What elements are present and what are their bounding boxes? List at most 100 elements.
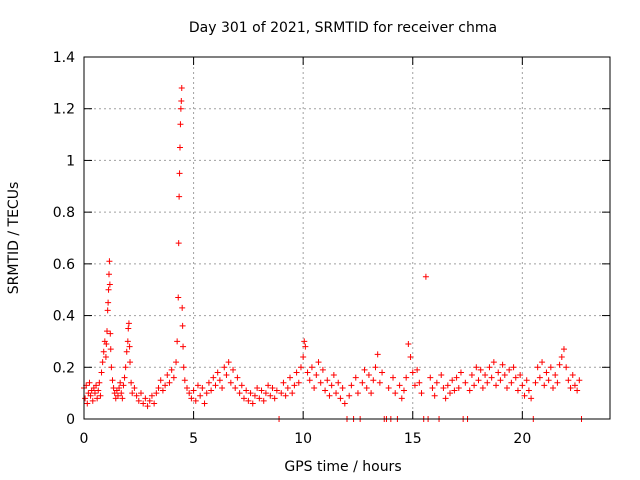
data-point — [273, 387, 280, 394]
data-point — [245, 397, 252, 404]
data-point — [124, 338, 131, 345]
data-point — [249, 400, 256, 407]
data-point — [131, 384, 138, 391]
data-point — [140, 400, 147, 407]
data-point — [251, 392, 258, 399]
data-point — [284, 384, 291, 391]
data-point — [177, 105, 184, 112]
data-point — [219, 384, 226, 391]
data-point — [416, 379, 423, 386]
data-point — [119, 395, 126, 402]
data-point — [192, 397, 199, 404]
data-point — [289, 390, 296, 397]
data-point — [390, 374, 397, 381]
data-point — [216, 377, 223, 384]
data-point — [449, 377, 456, 384]
data-point — [322, 387, 329, 394]
data-point — [142, 395, 149, 402]
data-point — [293, 369, 300, 376]
data-point — [442, 395, 449, 402]
data-point — [144, 403, 151, 410]
data-point — [313, 372, 320, 379]
data-point — [106, 258, 113, 265]
data-point — [376, 379, 383, 386]
data-point — [409, 369, 416, 376]
data-point — [403, 374, 410, 381]
data-point — [199, 384, 206, 391]
data-point — [385, 384, 392, 391]
data-point — [271, 395, 278, 402]
data-point — [197, 392, 204, 399]
data-point — [260, 397, 267, 404]
data-point — [125, 325, 132, 332]
data-point — [114, 392, 121, 399]
data-point — [137, 390, 144, 397]
data-point — [422, 273, 429, 280]
data-point — [98, 369, 105, 376]
data-point — [159, 387, 166, 394]
data-point — [324, 377, 331, 384]
data-point — [510, 364, 517, 371]
data-point — [550, 384, 557, 391]
data-point — [181, 377, 188, 384]
data-point — [179, 322, 186, 329]
data-point — [565, 377, 572, 384]
data-point — [180, 343, 187, 350]
data-point — [495, 369, 502, 376]
data-point — [427, 374, 434, 381]
data-point — [247, 390, 254, 397]
data-point — [225, 359, 232, 366]
data-point — [146, 397, 153, 404]
data-point — [170, 374, 177, 381]
data-point — [429, 384, 436, 391]
data-point — [552, 372, 559, 379]
data-point — [501, 372, 508, 379]
x-tick-label: 20 — [513, 431, 531, 447]
data-point — [176, 193, 183, 200]
data-point — [190, 387, 197, 394]
data-point — [108, 364, 115, 371]
data-point — [468, 372, 475, 379]
data-point — [365, 372, 372, 379]
data-point — [105, 299, 112, 306]
data-point — [175, 294, 182, 301]
data-point — [128, 379, 135, 386]
plot-frame — [83, 56, 611, 420]
data-point — [166, 379, 173, 386]
data-point — [104, 307, 111, 314]
data-point — [363, 384, 370, 391]
data-point — [400, 387, 407, 394]
data-point — [473, 364, 480, 371]
data-point — [121, 374, 128, 381]
data-point — [223, 372, 230, 379]
data-point — [341, 400, 348, 407]
data-point — [278, 390, 285, 397]
data-point — [133, 392, 140, 399]
data-point — [287, 374, 294, 381]
data-point — [127, 359, 134, 366]
data-point — [348, 382, 355, 389]
data-point — [545, 377, 552, 384]
data-point — [302, 343, 309, 350]
data-point — [234, 374, 241, 381]
y-tick-label: 1.2 — [53, 102, 75, 118]
data-point — [517, 372, 524, 379]
data-point — [370, 377, 377, 384]
data-point — [297, 364, 304, 371]
data-point — [326, 392, 333, 399]
data-point — [164, 372, 171, 379]
data-point — [180, 364, 187, 371]
x-tick-label: 10 — [294, 431, 312, 447]
data-point — [571, 382, 578, 389]
data-point — [523, 377, 530, 384]
data-point — [414, 366, 421, 373]
data-point — [214, 369, 221, 376]
data-point — [116, 384, 123, 391]
data-point — [311, 384, 318, 391]
data-point — [521, 392, 528, 399]
data-point — [117, 379, 124, 386]
x-tick-label: 15 — [404, 431, 422, 447]
data-point — [374, 351, 381, 358]
data-point — [258, 387, 265, 394]
